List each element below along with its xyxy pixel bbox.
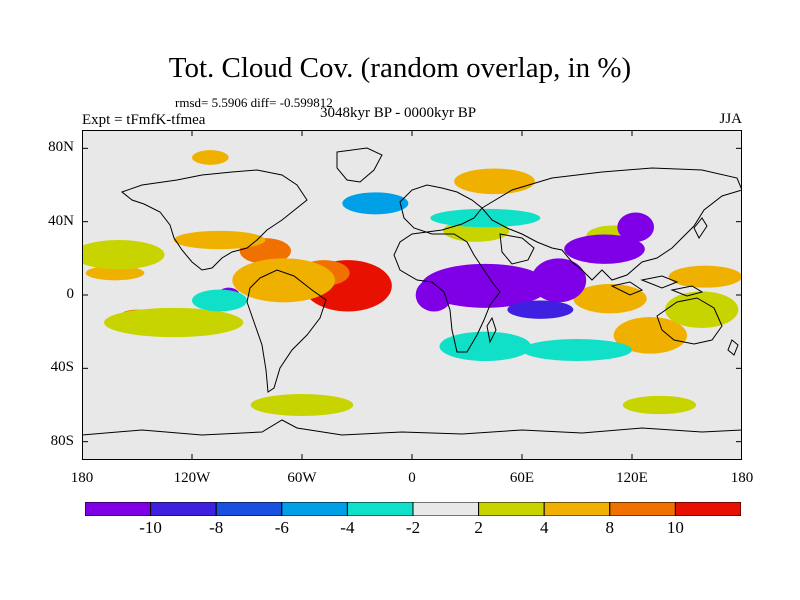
colorbar-bin xyxy=(412,502,480,516)
anomaly-region xyxy=(531,258,587,303)
coastline-arabia xyxy=(499,233,535,265)
lat-tick-label: 0 xyxy=(66,286,75,302)
colorbar-bin xyxy=(85,502,152,516)
coastlines xyxy=(82,147,742,436)
coastline-europe-africa xyxy=(393,184,501,353)
lon-tick-label: 0 xyxy=(408,470,416,486)
anomaly-region xyxy=(454,168,535,195)
anomaly-region xyxy=(522,339,632,361)
anomaly-region xyxy=(342,192,409,215)
colorbar-tick-label: 10 xyxy=(666,518,684,537)
season-label: JJA xyxy=(719,111,742,127)
anomaly-region xyxy=(665,291,739,328)
lon-tick-label: 120W xyxy=(173,470,211,486)
coastline-north-america xyxy=(120,169,308,271)
lon-tick-label: 60E xyxy=(509,470,535,486)
coastline-australia xyxy=(656,297,723,345)
anomaly-region xyxy=(104,307,244,338)
anomaly-field xyxy=(82,150,742,416)
colorbar-bin xyxy=(150,502,217,516)
anomaly-region xyxy=(173,230,266,250)
lat-tick-label: 80S xyxy=(50,432,74,449)
anomaly-region xyxy=(668,265,742,288)
period-label: 3048kyr BP - 0000kyr BP xyxy=(320,105,477,121)
anomaly-region xyxy=(622,395,697,415)
anomaly-region xyxy=(439,331,532,361)
figure-title: Tot. Cloud Cov. (random overlap, in %) xyxy=(168,52,632,84)
anomaly-region xyxy=(192,289,247,312)
anomaly-region xyxy=(430,208,541,228)
anomaly-region xyxy=(250,394,354,416)
lat-tick-label: 80N xyxy=(48,139,74,156)
colorbar-bin xyxy=(478,502,545,516)
colorbar-tick-label: -4 xyxy=(340,518,355,537)
coastline-japan xyxy=(693,217,708,239)
lat-tick-label: 40N xyxy=(48,212,74,229)
colorbar-tick-label: 4 xyxy=(539,518,549,537)
lon-tick-label: 180 xyxy=(730,470,754,486)
coastline-madagascar xyxy=(486,316,497,344)
colorbar-tick-label: -8 xyxy=(209,518,224,537)
anomaly-region xyxy=(82,240,165,270)
colorbar xyxy=(85,502,741,516)
map-panel xyxy=(82,130,742,460)
colorbar-tick-label: 8 xyxy=(605,518,615,537)
coastline-greenland xyxy=(336,147,383,183)
anomaly-region xyxy=(415,278,453,312)
lat-tick-label: 40S xyxy=(50,359,74,376)
lon-tick-label: 120E xyxy=(616,470,648,486)
colorbar-tick-label: -2 xyxy=(405,518,421,537)
anomaly-region xyxy=(507,300,574,319)
colorbar-bin xyxy=(609,502,676,516)
anomaly-region xyxy=(232,258,335,303)
colorbar-tick-label: -6 xyxy=(274,518,289,537)
anomaly-region xyxy=(573,284,647,314)
stats-text: rmsd= 5.5906 diff= -0.599812 xyxy=(175,95,333,110)
colorbar-bin xyxy=(346,502,414,516)
coastline-maritime-continent xyxy=(610,275,704,297)
colorbar-bin xyxy=(215,502,283,516)
anomaly-region xyxy=(421,263,550,308)
anomaly-region xyxy=(617,212,655,242)
colorbar-bin xyxy=(543,502,611,516)
coastline-antarctica xyxy=(82,419,742,436)
coastline-south-america xyxy=(246,269,327,393)
anomaly-region xyxy=(192,150,229,165)
experiment-label: Expt = tFmfK-tfmea xyxy=(82,112,206,128)
lon-tick-label: 60W xyxy=(287,470,317,486)
colorbar-tick-label: -10 xyxy=(139,518,162,537)
lon-tick-label: 180 xyxy=(70,470,94,486)
map-ticks xyxy=(82,130,742,460)
coastline-asia xyxy=(481,167,742,281)
anomaly-region xyxy=(85,265,145,281)
colorbar-tick-label: 2 xyxy=(474,518,483,537)
colorbar-bin xyxy=(674,502,741,516)
anomaly-region xyxy=(613,317,687,354)
coastline-new-zealand xyxy=(727,339,739,356)
colorbar-bin xyxy=(281,502,348,516)
anomaly-region xyxy=(564,234,645,264)
